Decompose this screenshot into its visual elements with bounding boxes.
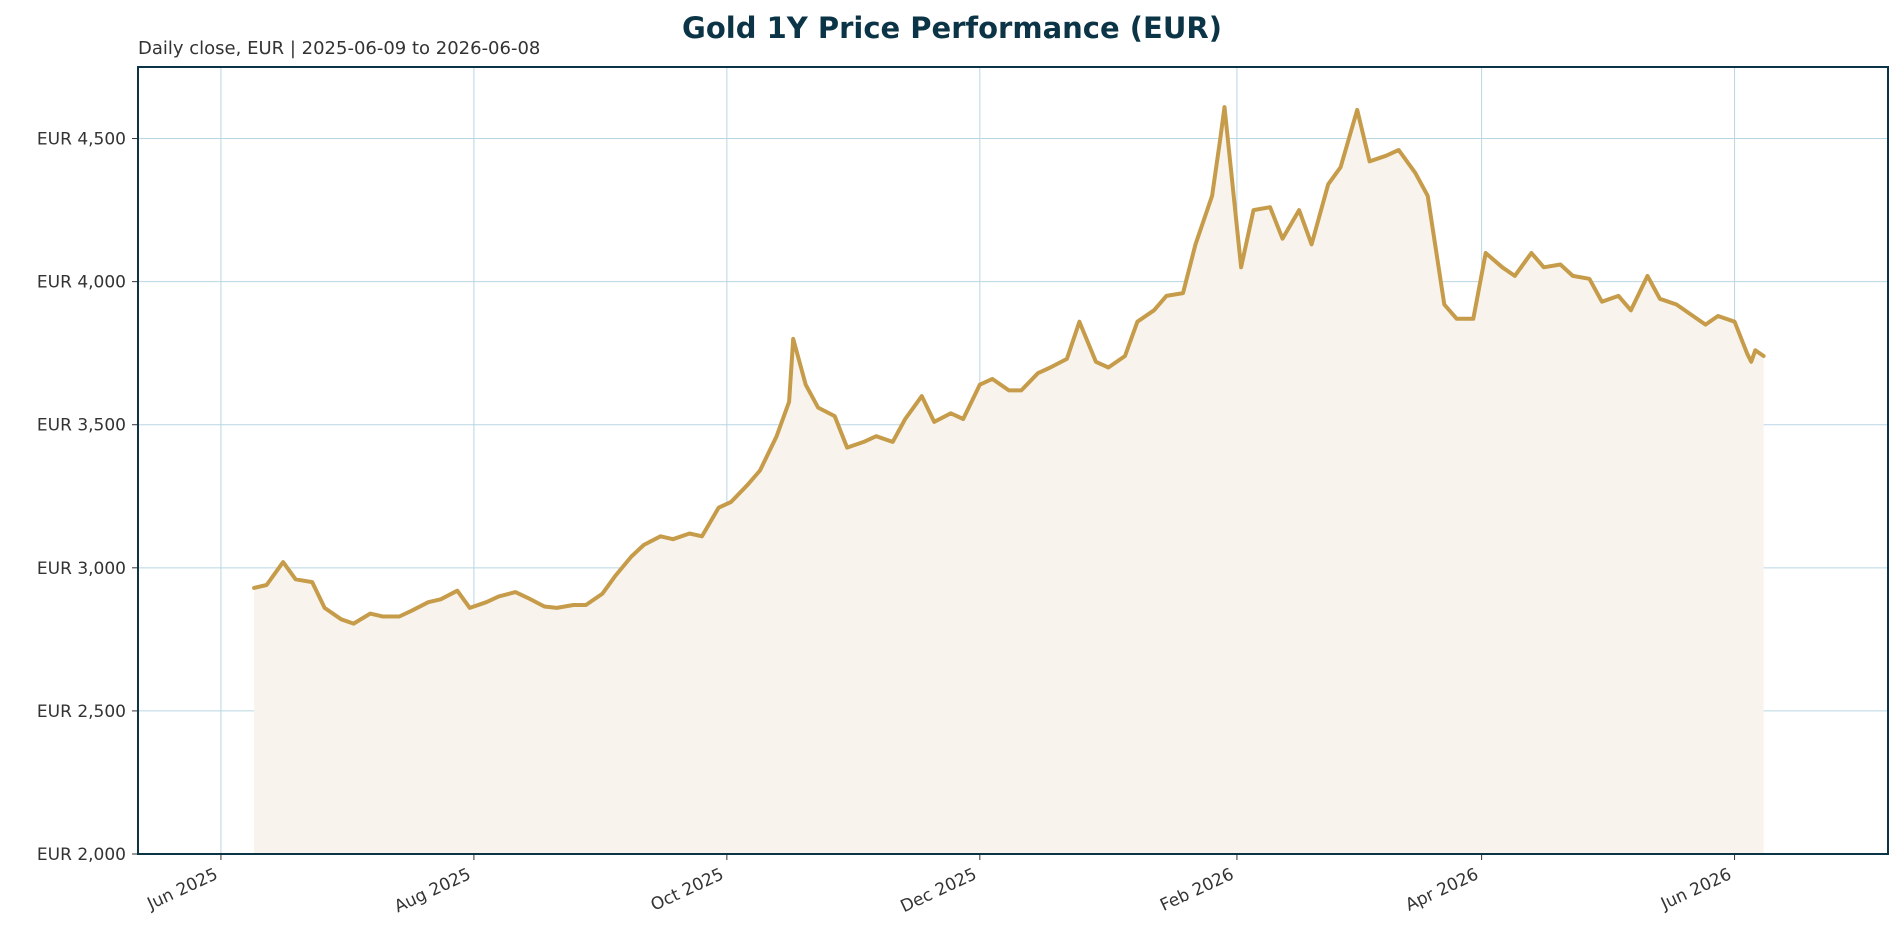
chart-title: Gold 1Y Price Performance (EUR) <box>682 11 1222 45</box>
x-tick-label: Aug 2025 <box>391 864 474 917</box>
x-tick-label: Jun 2025 <box>144 864 222 914</box>
x-tick-label: Dec 2025 <box>898 864 980 917</box>
y-tick-label: EUR 3,500 <box>37 416 126 436</box>
y-axis-ticks: EUR 2,000 EUR 2,500 EUR 3,000 EUR 3,500 EUR … <box>37 130 138 865</box>
price-line <box>252 105 1766 626</box>
price-line-layer <box>252 105 1766 626</box>
area-fill-layer <box>254 107 1764 855</box>
plot-frame <box>137 66 1889 855</box>
x-tick-label: Feb 2026 <box>1157 864 1237 915</box>
x-axis-ticks: Jun 2025 Aug 2025 Oct 2025 Dec 2025 Feb 2026… <box>144 854 1736 917</box>
x-tick-label: Oct 2025 <box>648 864 727 915</box>
y-tick-label: EUR 3,000 <box>37 559 126 579</box>
y-tick-label: EUR 2,500 <box>37 702 126 722</box>
x-tick-label: Apr 2026 <box>1402 864 1481 915</box>
chart-subtitle: Daily close, EUR | 2025-06-09 to 2026-06… <box>138 38 540 59</box>
y-tick-label: EUR 4,000 <box>37 273 126 293</box>
y-tick-label: EUR 2,000 <box>37 845 126 865</box>
x-tick-label: Jun 2026 <box>1657 864 1735 914</box>
price-area <box>254 107 1764 855</box>
y-tick-label: EUR 4,500 <box>37 130 126 150</box>
